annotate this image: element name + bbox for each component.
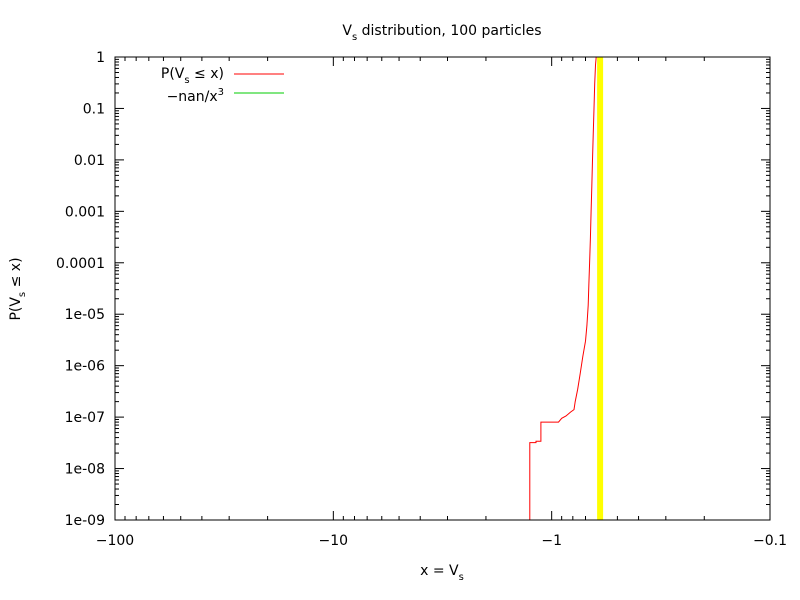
series-line-0 xyxy=(529,56,770,520)
y-tick-label: 1e-09 xyxy=(65,513,105,529)
y-tick-label: 0.0001 xyxy=(56,256,105,272)
x-tick-label: −100 xyxy=(96,533,134,549)
legend-label-fit: −nan/x3 xyxy=(167,87,224,105)
x-axis-label: x = Vs xyxy=(420,563,464,583)
y-tick-label: 1e-08 xyxy=(65,462,105,478)
y-tick-label: 0.1 xyxy=(83,101,105,117)
y-tick-label: 1e-06 xyxy=(65,359,105,375)
y-tick-label: 0.01 xyxy=(74,153,105,169)
y-tick-label: 1 xyxy=(96,50,105,66)
ticks-layer: 1 0.1 0.01 0.001 0.0001 1e-05 1e-06 1e-07 1e-08 1… xyxy=(56,50,787,549)
x-tick-label: −10 xyxy=(319,533,349,549)
plot-frame xyxy=(114,56,771,521)
series-layer xyxy=(529,56,770,520)
y-tick-label: 1e-05 xyxy=(65,307,105,323)
legend-label-cdf: P(Vs ≤ x) xyxy=(161,66,224,86)
x-tick-label: −1 xyxy=(541,533,562,549)
chart-title: Vs distribution, 100 particles xyxy=(342,23,541,43)
y-tick-label: 1e-07 xyxy=(65,410,105,426)
y-axis-label: P(Vs ≤ x) xyxy=(8,257,28,320)
y-tick-label: 0.001 xyxy=(65,204,105,220)
legend: P(Vs ≤ x) −nan/x3 xyxy=(161,66,284,105)
x-tick-label: −0.1 xyxy=(753,533,787,549)
